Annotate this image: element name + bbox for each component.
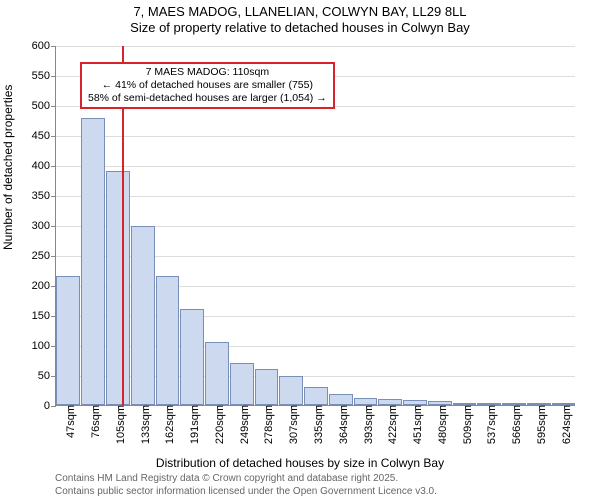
xtick-label: 480sqm: [431, 405, 449, 444]
ytick-label: 150: [32, 310, 56, 322]
xtick-label: 624sqm: [555, 405, 573, 444]
xtick-label: 307sqm: [282, 405, 300, 444]
histogram-bar: [81, 118, 105, 405]
ytick-label: 450: [32, 130, 56, 142]
annotation-box: 7 MAES MADOG: 110sqm ← 41% of detached h…: [80, 62, 335, 109]
gridline-h: [56, 196, 575, 197]
xtick-label: 335sqm: [307, 405, 325, 444]
xtick-label: 76sqm: [84, 405, 102, 438]
histogram-bar: [56, 276, 80, 405]
histogram-bar: [156, 276, 180, 405]
ytick-label: 50: [38, 370, 56, 382]
histogram-bar: [255, 369, 279, 405]
histogram-bar: [354, 398, 378, 405]
chart-title: 7, MAES MADOG, LLANELIAN, COLWYN BAY, LL…: [0, 0, 600, 37]
gridline-h: [56, 136, 575, 137]
xtick-label: 451sqm: [406, 405, 424, 444]
annotation-line-1: 7 MAES MADOG: 110sqm: [88, 66, 327, 79]
ytick-label: 300: [32, 220, 56, 232]
ytick-label: 250: [32, 250, 56, 262]
histogram-bar: [279, 376, 303, 405]
annotation-line-2: ← 41% of detached houses are smaller (75…: [88, 79, 327, 92]
ytick-label: 500: [32, 100, 56, 112]
footer-line-2: Contains public sector information licen…: [55, 486, 437, 499]
title-line-2: Size of property relative to detached ho…: [0, 20, 600, 36]
ytick-label: 350: [32, 190, 56, 202]
y-axis-label: Number of detached properties: [1, 85, 15, 250]
footer: Contains HM Land Registry data © Crown c…: [55, 473, 437, 498]
xtick-label: 537sqm: [480, 405, 498, 444]
gridline-h: [56, 46, 575, 47]
xtick-label: 249sqm: [233, 405, 251, 444]
xtick-label: 278sqm: [257, 405, 275, 444]
histogram-bar: [329, 394, 353, 405]
ytick-label: 0: [44, 400, 56, 412]
xtick-label: 364sqm: [332, 405, 350, 444]
xtick-label: 509sqm: [456, 405, 474, 444]
xtick-label: 105sqm: [109, 405, 127, 444]
footer-line-1: Contains HM Land Registry data © Crown c…: [55, 473, 437, 486]
histogram-bar: [205, 342, 229, 405]
histogram-bar: [180, 309, 204, 405]
gridline-h: [56, 166, 575, 167]
xtick-label: 162sqm: [158, 405, 176, 444]
title-line-1: 7, MAES MADOG, LLANELIAN, COLWYN BAY, LL…: [0, 4, 600, 20]
xtick-label: 47sqm: [59, 405, 77, 438]
xtick-label: 566sqm: [505, 405, 523, 444]
xtick-label: 393sqm: [357, 405, 375, 444]
plot-area: 05010015020025030035040045050055060047sq…: [55, 46, 575, 406]
x-axis-label: Distribution of detached houses by size …: [0, 456, 600, 470]
xtick-label: 595sqm: [530, 405, 548, 444]
annotation-line-3: 58% of semi-detached houses are larger (…: [88, 92, 327, 105]
ytick-label: 550: [32, 70, 56, 82]
xtick-label: 133sqm: [134, 405, 152, 444]
ytick-label: 400: [32, 160, 56, 172]
ytick-label: 100: [32, 340, 56, 352]
histogram-bar: [304, 387, 328, 405]
ytick-label: 600: [32, 40, 56, 52]
xtick-label: 422sqm: [381, 405, 399, 444]
chart-container: 7, MAES MADOG, LLANELIAN, COLWYN BAY, LL…: [0, 0, 600, 500]
xtick-label: 191sqm: [183, 405, 201, 444]
histogram-bar: [230, 363, 254, 405]
histogram-bar: [106, 171, 130, 405]
xtick-label: 220sqm: [208, 405, 226, 444]
ytick-label: 200: [32, 280, 56, 292]
histogram-bar: [131, 226, 155, 405]
